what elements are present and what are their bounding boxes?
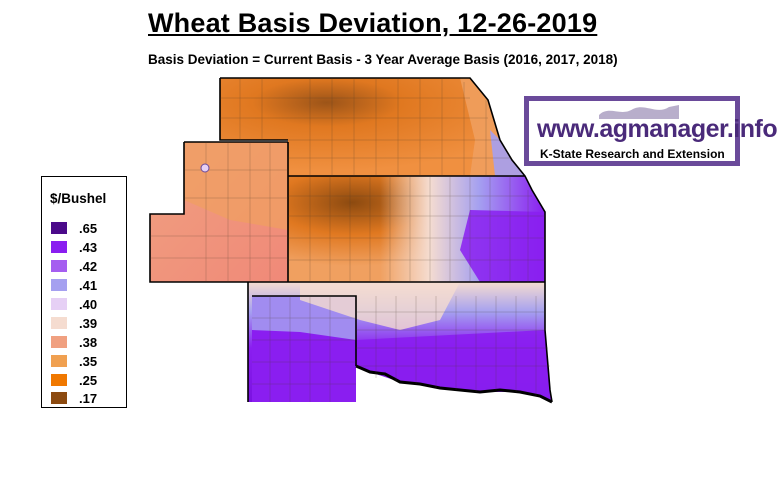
legend-swatch <box>51 279 67 291</box>
location-marker <box>200 163 210 173</box>
colorado-north-shading <box>184 142 288 230</box>
legend-label: .41 <box>79 277 98 293</box>
legend-swatch <box>51 260 67 272</box>
county-grid <box>150 78 550 402</box>
kansas-southeast-purple <box>460 210 545 282</box>
legend-label: .35 <box>79 353 98 369</box>
state-borders <box>149 77 553 403</box>
legend-swatch <box>51 241 67 253</box>
legend-swatch <box>51 374 67 386</box>
legend-label: .38 <box>79 334 98 350</box>
legend-item: .39 <box>51 315 97 331</box>
map-subtitle: Basis Deviation = Current Basis - 3 Year… <box>148 52 618 67</box>
legend-swatch <box>51 392 67 404</box>
legend-item: .35 <box>51 353 97 369</box>
legend-item: .41 <box>51 277 97 293</box>
logo-wave-graphic <box>599 105 679 119</box>
legend-item: .38 <box>51 334 97 350</box>
legend-swatch <box>51 298 67 310</box>
legend-item: .43 <box>51 239 97 255</box>
legend-item: .65 <box>51 220 97 236</box>
legend-label: .65 <box>79 220 98 236</box>
legend-item: .42 <box>51 258 97 274</box>
legend-title: $/Bushel <box>50 191 107 206</box>
logo-url: www.agmanager.info <box>537 115 778 143</box>
nebraska-region <box>220 78 525 176</box>
legend-label: .42 <box>79 258 98 274</box>
legend-item: .40 <box>51 296 97 312</box>
legend-label: .39 <box>79 315 98 331</box>
legend-label: .25 <box>79 372 98 388</box>
red-river <box>355 364 553 404</box>
legend-item: .25 <box>51 372 97 388</box>
legend-label: .17 <box>79 390 98 406</box>
legend-swatch <box>51 355 67 367</box>
nebraska-east-shading <box>460 78 525 176</box>
oklahoma-north-pink <box>300 282 460 330</box>
agmanager-logo[interactable]: www.agmanager.info K-State Research and … <box>524 96 778 166</box>
map-title: Wheat Basis Deviation, 12-26-2019 <box>148 8 598 38</box>
legend-label: .43 <box>79 239 98 255</box>
legend-swatch <box>51 317 67 329</box>
logo-subtitle: K-State Research and Extension <box>540 147 725 161</box>
legend-swatch <box>51 222 67 234</box>
legend-label: .40 <box>79 296 98 312</box>
legend: $/Bushel .65 .43 .42 .41 .40 .39 .38 .35… <box>41 176 127 408</box>
legend-item: .17 <box>51 390 97 406</box>
legend-swatch <box>51 336 67 348</box>
